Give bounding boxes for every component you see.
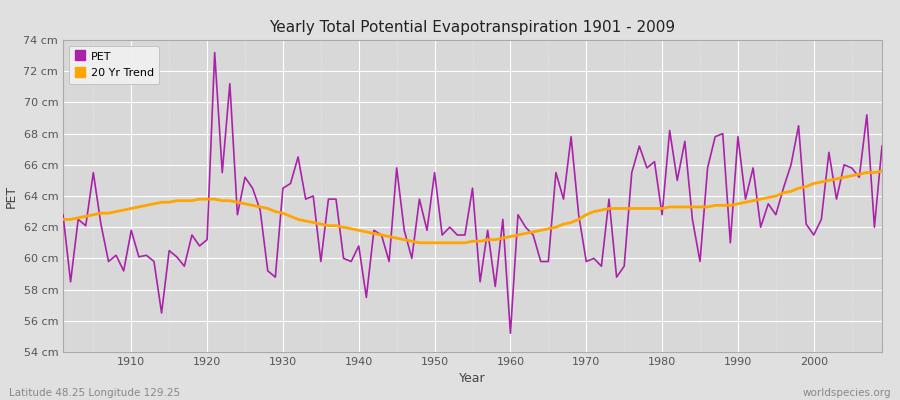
Y-axis label: PET: PET bbox=[4, 184, 18, 208]
Title: Yearly Total Potential Evapotranspiration 1901 - 2009: Yearly Total Potential Evapotranspiratio… bbox=[269, 20, 676, 35]
PET bbox=[58, 212, 68, 217]
20 Yr Trend bbox=[513, 232, 524, 237]
PET bbox=[611, 275, 622, 280]
Line: 20 Yr Trend: 20 Yr Trend bbox=[63, 171, 882, 243]
Legend: PET, 20 Yr Trend: PET, 20 Yr Trend bbox=[68, 46, 159, 84]
PET bbox=[520, 225, 531, 230]
20 Yr Trend bbox=[330, 223, 341, 228]
20 Yr Trend bbox=[604, 206, 615, 211]
20 Yr Trend bbox=[505, 234, 516, 239]
PET bbox=[118, 268, 129, 273]
PET bbox=[338, 256, 349, 261]
20 Yr Trend bbox=[118, 208, 129, 212]
20 Yr Trend bbox=[285, 214, 296, 219]
PET bbox=[877, 144, 887, 148]
PET bbox=[505, 331, 516, 336]
PET bbox=[292, 154, 303, 159]
20 Yr Trend bbox=[58, 217, 68, 222]
20 Yr Trend bbox=[414, 240, 425, 245]
X-axis label: Year: Year bbox=[459, 372, 486, 386]
Text: Latitude 48.25 Longitude 129.25: Latitude 48.25 Longitude 129.25 bbox=[9, 388, 180, 398]
20 Yr Trend bbox=[877, 169, 887, 174]
Text: worldspecies.org: worldspecies.org bbox=[803, 388, 891, 398]
PET bbox=[210, 50, 220, 55]
Line: PET: PET bbox=[63, 52, 882, 333]
PET bbox=[513, 212, 524, 217]
